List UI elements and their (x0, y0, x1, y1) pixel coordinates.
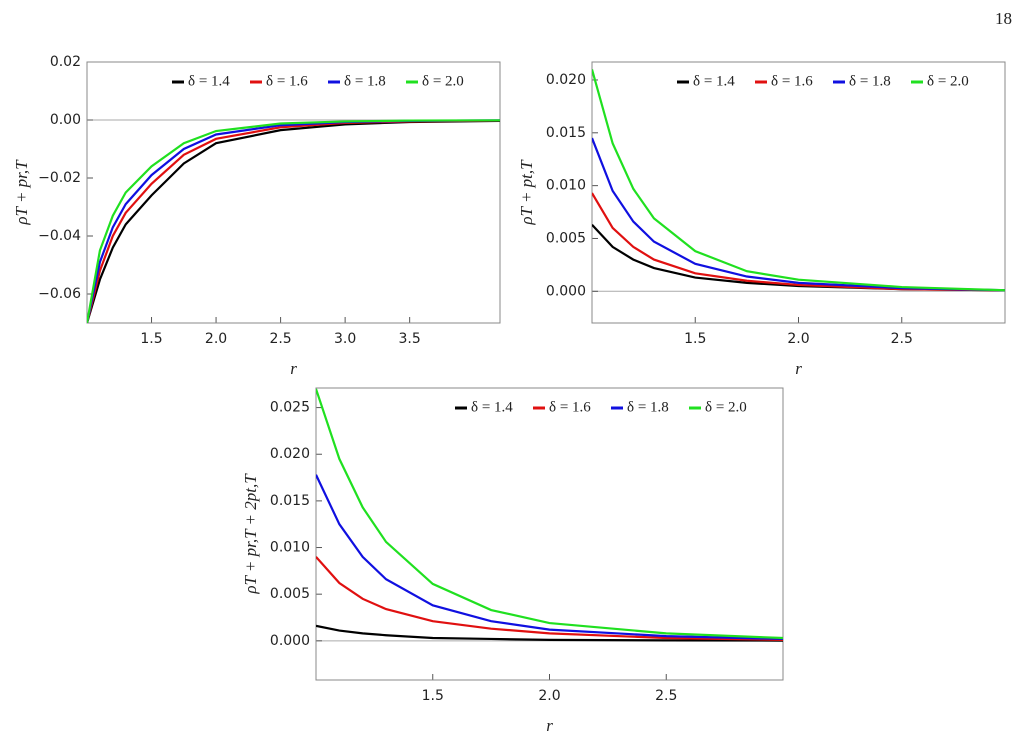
series-line (316, 388, 783, 640)
chart: 0.000 0.005 0.010 0.015 0.020 0.025 1.5 2.0 2.5 r… (241, 387, 784, 735)
legend-label: δ = 1.4 (693, 73, 735, 89)
y-tick-label: 0.010 (546, 178, 586, 194)
x-tick-label: 1.5 (684, 331, 706, 347)
x-tick-label: 2.0 (538, 688, 560, 704)
series-line (87, 119, 500, 323)
y-tick-label: 0.005 (546, 230, 586, 246)
legend-label: δ = 1.8 (627, 399, 669, 415)
series-line (87, 119, 500, 323)
legend-label: δ = 1.8 (344, 73, 386, 89)
y-tick-label: 0.020 (546, 72, 586, 88)
legend-label: δ = 1.4 (188, 73, 230, 89)
x-axis-label: r (546, 716, 553, 735)
x-tick-label: 3.5 (399, 331, 421, 347)
legend-label: δ = 1.6 (549, 399, 591, 415)
x-tick-label: 3.0 (334, 331, 356, 347)
chart: 0.000 0.005 0.010 0.015 0.020 1.5 2.0 2.5 r ρT + … (517, 61, 1006, 378)
legend-label: δ = 2.0 (422, 73, 464, 89)
y-tick-label: 0.010 (270, 540, 310, 556)
y-tick-label: 0.025 (270, 400, 310, 416)
series-line (316, 474, 783, 641)
legend-label: δ = 1.6 (771, 73, 813, 89)
y-tick-label: 0.015 (270, 493, 310, 509)
x-tick-label: 2.5 (269, 331, 291, 347)
x-tick-label: 2.0 (205, 331, 227, 347)
series-line (592, 137, 1005, 292)
x-axis-label: r (290, 359, 297, 378)
x-axis-label: r (795, 359, 802, 378)
legend-label: δ = 2.0 (705, 399, 747, 415)
y-tick-label: 0.020 (270, 446, 310, 462)
y-axis-label: ρT + pt,T (517, 159, 536, 226)
x-tick-label: 1.5 (422, 688, 444, 704)
y-tick-label: −0.04 (38, 228, 81, 244)
series-line (87, 119, 500, 323)
y-tick-label: 0.000 (270, 633, 310, 649)
series-line (592, 69, 1005, 292)
legend-label: δ = 1.8 (849, 73, 891, 89)
plot-frame (86, 61, 501, 324)
y-tick-label: 0.015 (546, 125, 586, 141)
y-tick-label: 0.000 (546, 283, 586, 299)
y-axis-label: ρT + pr,T (12, 159, 31, 226)
x-tick-label: 2.5 (891, 331, 913, 347)
plot-frame (315, 387, 784, 681)
y-tick-label: −0.02 (38, 170, 81, 186)
x-tick-label: 1.5 (140, 331, 162, 347)
series-line (316, 624, 783, 642)
series-line (592, 192, 1005, 292)
y-tick-label: 0.00 (50, 112, 81, 128)
chart: −0.06 −0.04 −0.02 0.00 0.02 1.5 2.0 2.5 3.0 3.5 r ρ… (12, 54, 501, 378)
y-tick-label: 0.02 (50, 54, 81, 70)
plot-frame (591, 61, 1006, 324)
legend-label: δ = 1.4 (471, 399, 513, 415)
x-tick-label: 2.0 (787, 331, 809, 347)
y-tick-label: 0.005 (270, 586, 310, 602)
legend-label: δ = 2.0 (927, 73, 969, 89)
series-line (87, 119, 500, 323)
series-line (316, 556, 783, 641)
page-number: 18 (995, 9, 1012, 28)
y-axis-label: ρT + pr,T + 2pt,T (241, 473, 260, 595)
x-tick-label: 2.5 (655, 688, 677, 704)
legend-label: δ = 1.6 (266, 73, 308, 89)
y-tick-label: −0.06 (38, 286, 81, 302)
